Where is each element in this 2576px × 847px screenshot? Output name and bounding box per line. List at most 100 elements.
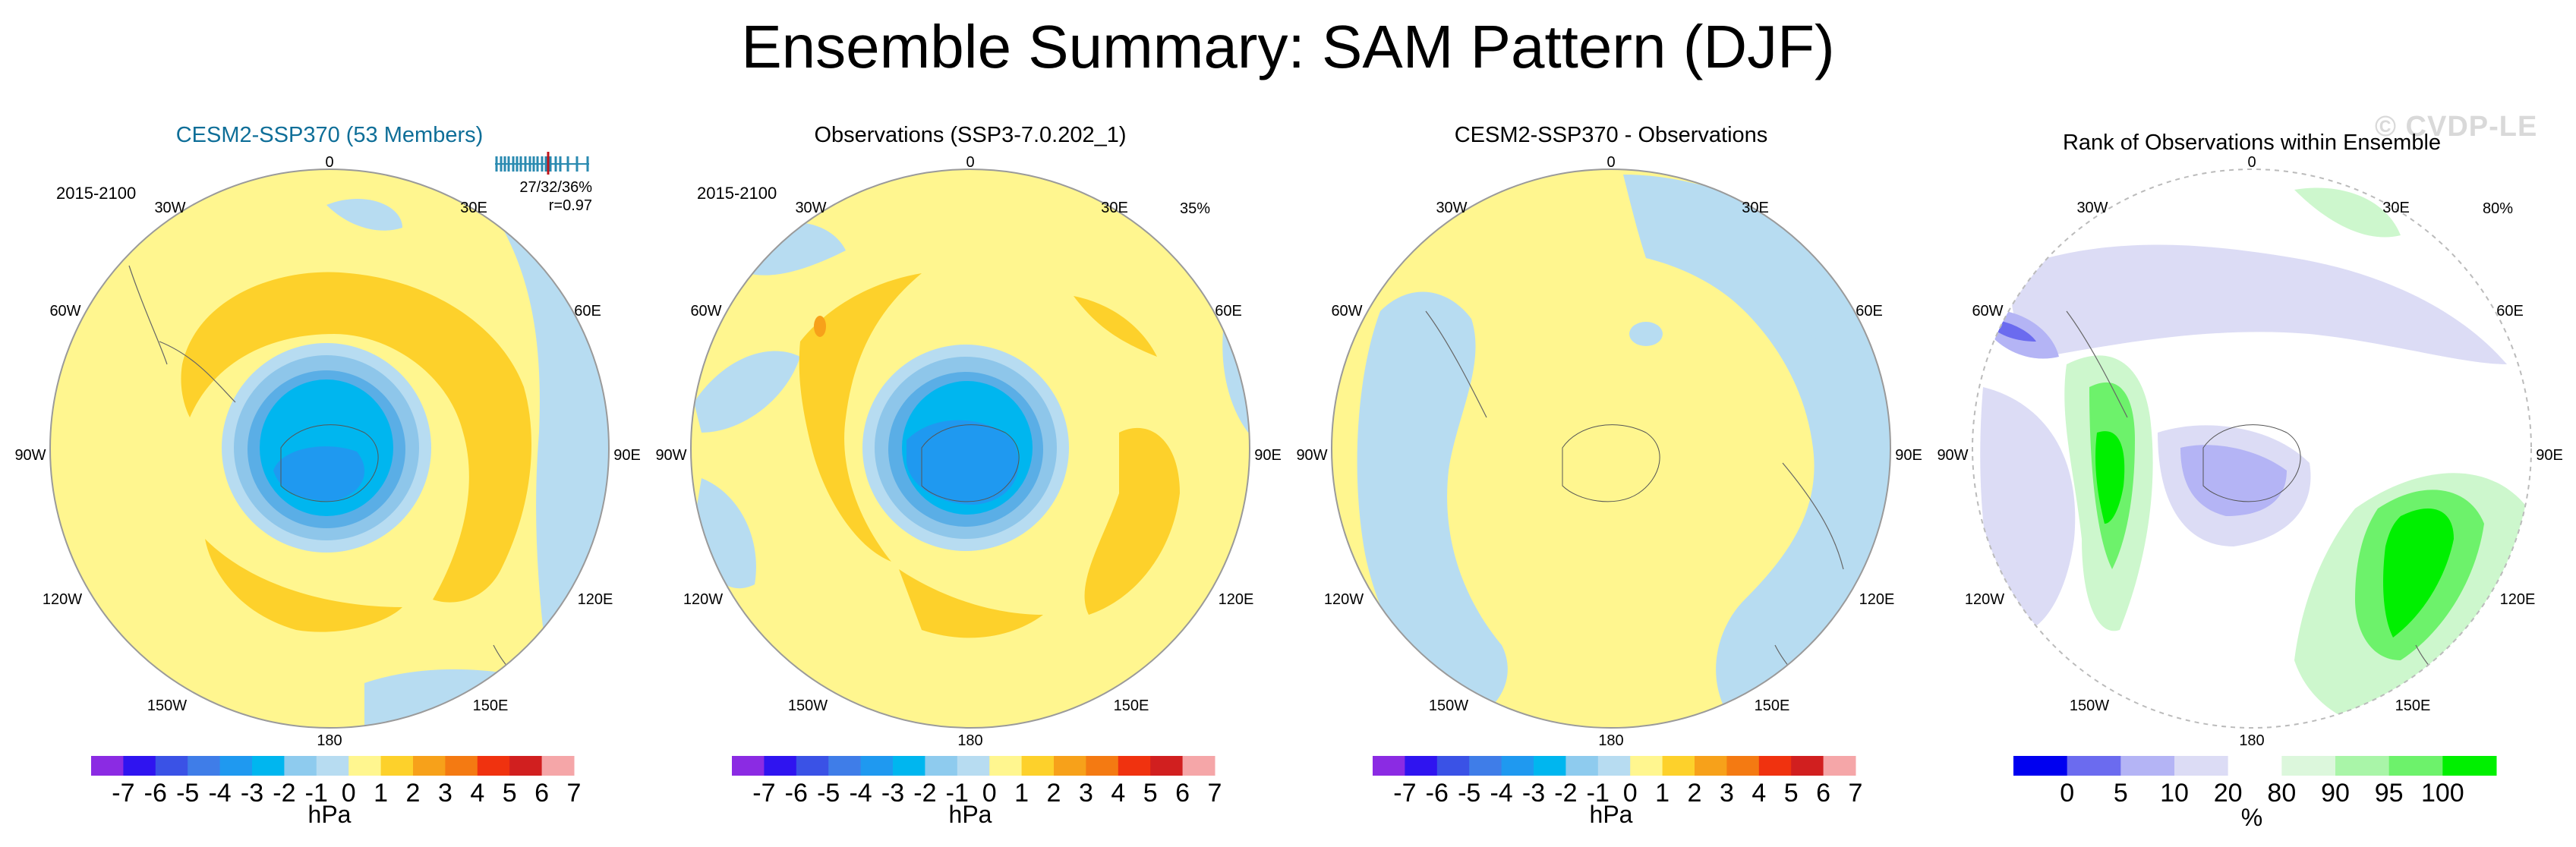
lon-label: 60W <box>1331 303 1362 320</box>
map-boundary <box>1331 168 1891 729</box>
period-label: 2015-2100 <box>56 184 137 203</box>
lon-label: 120E <box>1219 591 1254 608</box>
positive-anomaly-ring <box>181 272 531 603</box>
negative-anomaly-region <box>1357 291 1508 721</box>
lon-label: 120E <box>578 591 613 608</box>
lon-label: 90W <box>14 447 46 464</box>
lon-label: 30W <box>154 200 185 216</box>
colorbar-tick-label: 2 <box>1047 779 1061 808</box>
polar-map: 0 30E 60E 90E 120E 150E 180 150W 120W 90… <box>14 154 640 828</box>
colorbar-swatch <box>1021 756 1055 776</box>
positive-anomaly-lobe <box>799 273 922 562</box>
rank-highest-region <box>2383 509 2454 638</box>
lon-label: 120W <box>1965 591 2004 608</box>
colorbar-tick-label: 0 <box>342 779 356 808</box>
colorbar-tick-label: 2 <box>406 779 421 808</box>
positive-anomaly-lobe <box>1074 296 1157 357</box>
positive-peak <box>814 316 826 337</box>
watermark: © CVDP-LE <box>2375 111 2538 143</box>
lon-label: 120W <box>683 591 723 608</box>
colorbar-swatch <box>284 756 317 776</box>
panel-title: CESM2-SSP370 - Observations <box>1454 123 1768 147</box>
colorbar-swatch <box>989 756 1023 776</box>
figure-title: Ensemble Summary: SAM Pattern (DJF) <box>741 13 1835 80</box>
colorbar-swatch <box>764 756 797 776</box>
lon-label: 180 <box>2239 732 2264 749</box>
lon-label: 150W <box>788 697 828 714</box>
lon-label: 60W <box>690 303 721 320</box>
negative-core-5 <box>906 420 1019 505</box>
lon-label: 0 <box>2247 154 2256 171</box>
percent-label: 35% <box>1180 200 1211 217</box>
colorbar-tick-label: -4 <box>1490 779 1512 808</box>
colorbar-swatch <box>1534 756 1566 776</box>
colorbar-tick-label: 5 <box>1784 779 1799 808</box>
colorbar: -7 -6 -5 -4 -3 -2 -1 0 1 2 3 4 5 6 7 <box>91 756 581 808</box>
lon-label: 30E <box>2382 200 2410 216</box>
rank-low-region <box>2011 244 2507 364</box>
rank-low-region <box>1980 387 2076 633</box>
colorbar-tick-label: 95 <box>2375 779 2404 808</box>
colorbar-tick-label: 5 <box>1143 779 1158 808</box>
colorbar-tick-label: -7 <box>752 779 775 808</box>
colorbar-tick-label: -2 <box>1554 779 1577 808</box>
colorbar-tick-label: 6 <box>1175 779 1190 808</box>
colorbar-swatch <box>2388 756 2443 776</box>
colorbar-units: hPa <box>1590 801 1633 828</box>
polar-map: 0 30E 60E 90E 120E 150E 180 150W 120W 90… <box>1296 154 1922 828</box>
colorbar-swatch <box>1501 756 1534 776</box>
panel-title: CESM2-SSP370 (53 Members) <box>175 123 484 147</box>
antarctica-coastline <box>2202 424 2301 502</box>
colorbar-swatch <box>1054 756 1086 776</box>
correlation-stat: r=0.97 <box>548 197 592 214</box>
lon-label: 90E <box>1895 447 1922 464</box>
colorbar-swatch <box>252 756 285 776</box>
lon-label: 0 <box>966 154 974 171</box>
colorbar-tick-label: 4 <box>470 779 484 808</box>
colorbar-swatch <box>1597 756 1631 776</box>
colorbar-swatch <box>1469 756 1502 776</box>
colorbar-tick-label: -4 <box>849 779 872 808</box>
negative-anomaly-patch <box>1629 322 1663 346</box>
map-boundary <box>49 168 610 729</box>
colorbar-tick-label: 100 <box>2421 779 2464 808</box>
polar-map: 0 30E 60E 90E 120E 150E 180 150W 120W 90… <box>655 154 1281 828</box>
map-boundary <box>1972 168 2532 729</box>
colorbar-swatch <box>925 756 958 776</box>
lon-label-group: 0 30E 60E 90E 120E 150E 180 150W 120W 90… <box>1296 154 1922 749</box>
lon-label: 60E <box>574 303 601 320</box>
rank-highest-region <box>2095 431 2125 524</box>
lon-label: 30E <box>460 200 487 216</box>
colorbar-tick-label: -6 <box>1426 779 1449 808</box>
lon-label: 60E <box>2496 303 2524 320</box>
colorbar-swatch <box>1662 756 1695 776</box>
colorbar-tick-label: 6 <box>1816 779 1830 808</box>
lon-label: 60E <box>1215 303 1242 320</box>
colorbar-tick-label: 2 <box>1688 779 1702 808</box>
lon-label: 30W <box>1436 200 1467 216</box>
colorbar-units: % <box>2241 804 2262 831</box>
lon-label: 180 <box>957 732 982 749</box>
colorbar-units: hPa <box>308 801 352 828</box>
colorbar-tick-label: -7 <box>112 779 134 808</box>
lon-label: 150W <box>147 697 187 714</box>
colorbar-swatch <box>1791 756 1824 776</box>
colorbar-tick-label: 7 <box>1208 779 1222 808</box>
lon-label: 30E <box>1101 200 1128 216</box>
colorbar-tick-label: 6 <box>534 779 549 808</box>
colorbar-tick-label: -6 <box>785 779 808 808</box>
colorbar-swatch <box>188 756 221 776</box>
colorbar-tick-label: -6 <box>144 779 167 808</box>
colorbar-swatch <box>123 756 156 776</box>
colorbar-swatch <box>1150 756 1184 776</box>
positive-anomaly-lobe <box>899 569 1043 638</box>
colorbar-tick-label: -1 <box>946 779 969 808</box>
colorbar-tick-label: 3 <box>438 779 452 808</box>
colorbar-swatch <box>445 756 478 776</box>
colorbar-tick-label: -5 <box>1458 779 1480 808</box>
positive-anomaly-ring <box>205 539 402 632</box>
colorbar-units: hPa <box>949 801 992 828</box>
colorbar-swatch <box>1086 756 1119 776</box>
colorbar-swatch <box>348 756 382 776</box>
colorbar-tick-label: 20 <box>2214 779 2243 808</box>
